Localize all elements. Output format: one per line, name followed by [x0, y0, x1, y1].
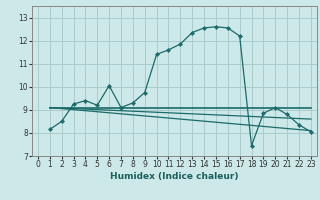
- X-axis label: Humidex (Indice chaleur): Humidex (Indice chaleur): [110, 172, 239, 181]
